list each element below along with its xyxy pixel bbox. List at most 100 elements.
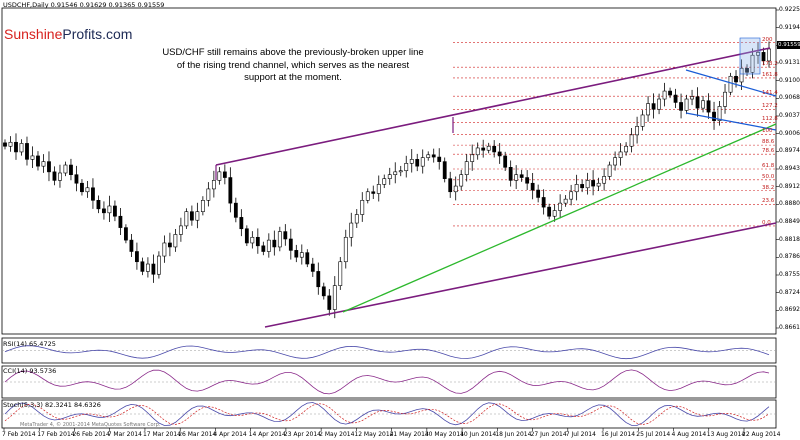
- annotation-line2: of the rising trend channel, which serve…: [176, 59, 410, 71]
- candle-body: [629, 134, 634, 147]
- candle-body: [124, 227, 128, 241]
- candle-body: [640, 114, 645, 127]
- main-price-panel: [1, 7, 777, 335]
- candle-body: [228, 177, 233, 204]
- fib-level-label: 38.2: [762, 184, 775, 191]
- candle-body: [162, 242, 167, 257]
- fib-level-label: 78.6: [762, 148, 775, 155]
- candle-body: [657, 98, 661, 110]
- candle-body: [255, 236, 260, 247]
- brand-part2: Profits.com: [62, 26, 133, 42]
- fibonacci-lines: [453, 42, 776, 227]
- x-tick-label: 10 Jun 2014: [460, 431, 497, 438]
- candle-body: [618, 151, 623, 158]
- support-line: [342, 123, 777, 313]
- chart-annotation: USD/CHF still remains above the previous…: [148, 47, 438, 85]
- candle-body: [266, 239, 271, 252]
- fib-level-label: 0.0: [762, 219, 771, 226]
- candle-body: [118, 215, 123, 228]
- candle-body: [30, 155, 35, 160]
- candle-body: [701, 100, 705, 109]
- y-tick-label: 0.90685: [779, 94, 800, 102]
- candle-body: [52, 171, 57, 181]
- candle-body: [146, 263, 150, 272]
- candle-body: [558, 202, 563, 211]
- candle-body: [585, 180, 590, 189]
- candle-body: [294, 250, 299, 258]
- candle-body: [206, 188, 211, 201]
- header-ohlc: 0.91546 0.91629 0.91365 0.91559: [50, 1, 165, 9]
- x-tick-label: 26 Mar 2014: [178, 431, 217, 438]
- fib-level-label: 161.8: [762, 71, 778, 78]
- candle-body: [464, 161, 469, 175]
- candle-body: [756, 52, 760, 56]
- x-tick-label: 7 Feb 2014: [2, 431, 36, 438]
- candle-body: [635, 126, 639, 136]
- candle-body: [508, 167, 513, 181]
- x-tick-label: 4 Aug 2014: [671, 431, 707, 438]
- candle-body: [41, 161, 46, 167]
- candle-body: [261, 245, 266, 252]
- candle-body: [211, 180, 216, 190]
- candle-body: [723, 91, 727, 107]
- candle-body: [25, 143, 29, 160]
- x-tick-label: 25 Jul 2014: [636, 431, 671, 438]
- candle-body: [481, 147, 486, 151]
- flag-upper-line: [685, 69, 777, 97]
- chart-header: USDCHF,Daily 0.91546 0.91629 0.91365 0.9…: [3, 1, 164, 9]
- y-axis-ticks: [776, 9, 779, 329]
- candle-body: [272, 239, 277, 248]
- candle-body: [734, 75, 738, 83]
- candle-body: [250, 236, 255, 244]
- candle-body: [14, 141, 18, 153]
- y-tick-label: 0.89435: [779, 165, 800, 172]
- candle-body: [349, 222, 354, 238]
- candle-body: [409, 159, 414, 164]
- candle-body: [354, 214, 359, 224]
- candle-body: [189, 211, 194, 221]
- candle-body: [338, 261, 343, 286]
- candle-body: [135, 251, 139, 263]
- candle-body: [761, 52, 766, 62]
- candle-body: [167, 242, 172, 248]
- stoch-panel-line: [4, 402, 770, 426]
- candle-body: [448, 178, 453, 193]
- x-tick-label: 7 Jul 2014: [565, 431, 596, 438]
- candle-body: [387, 174, 392, 179]
- y-tick-label: 0.90375: [779, 112, 800, 119]
- x-tick-label: 2 May 2014: [319, 431, 355, 438]
- candle-body: [651, 103, 656, 110]
- cci-label: CCI(14) 93.5736: [3, 367, 57, 375]
- fib-level-label: 200: [762, 36, 773, 43]
- candle-body: [96, 200, 101, 210]
- header-symbol: USDCHF,Daily: [3, 1, 49, 9]
- candle-body: [470, 154, 475, 162]
- candle-body: [140, 261, 145, 272]
- rsi-label: RSI(14) 65.4725: [3, 340, 56, 348]
- candle-body: [646, 103, 650, 116]
- candle-body: [200, 200, 205, 212]
- candle-body: [91, 187, 95, 201]
- candle-body: [431, 154, 436, 158]
- candle-body: [19, 143, 24, 153]
- candle-body: [750, 54, 755, 73]
- candle-body: [63, 164, 68, 174]
- candle-body: [365, 191, 370, 201]
- candle-body: [706, 100, 711, 113]
- candle-body: [569, 191, 574, 200]
- candle-body: [107, 205, 112, 214]
- candle-body: [321, 286, 326, 297]
- candle-body: [244, 228, 249, 244]
- candle-body: [596, 182, 601, 187]
- y-tick-label: 0.88805: [779, 200, 800, 208]
- candle-body: [426, 154, 431, 158]
- x-tick-label: 30 May 2014: [424, 431, 464, 438]
- candle-body: [3, 142, 7, 147]
- x-tick-label: 21 May 2014: [389, 431, 429, 438]
- candle-body: [288, 238, 293, 251]
- candle-body: [530, 182, 535, 191]
- copyright-text: MetaTrader 4, © 2001-2014 MetaQuotes Sof…: [20, 422, 161, 428]
